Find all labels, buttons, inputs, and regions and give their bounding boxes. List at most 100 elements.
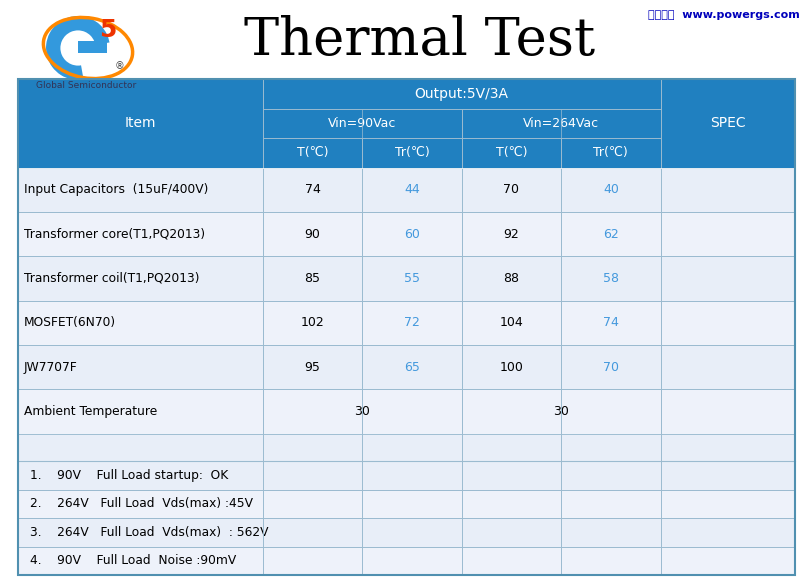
Text: 62: 62 — [603, 227, 618, 241]
Bar — [461, 138, 560, 168]
Text: T(℃): T(℃) — [296, 146, 328, 159]
Bar — [461, 301, 560, 345]
Bar — [362, 212, 461, 257]
Bar — [18, 518, 794, 546]
Bar — [660, 301, 794, 345]
Bar — [660, 79, 794, 168]
Bar — [18, 461, 794, 490]
Bar — [263, 138, 362, 168]
Bar — [18, 518, 794, 546]
Text: 1.    90V    Full Load startup:  OK: 1. 90V Full Load startup: OK — [30, 469, 228, 482]
Bar — [263, 345, 362, 389]
Text: Input Capacitors  (15uF/400V): Input Capacitors (15uF/400V) — [24, 183, 208, 196]
Bar — [18, 546, 794, 575]
Bar — [263, 345, 362, 389]
Text: Tr(℃): Tr(℃) — [593, 146, 628, 159]
Bar — [461, 389, 660, 434]
Bar — [560, 301, 660, 345]
Bar — [560, 138, 660, 168]
Text: 92: 92 — [503, 227, 518, 241]
Bar — [461, 168, 560, 212]
Bar — [263, 389, 461, 434]
Text: 4.    90V    Full Load  Noise :90mV: 4. 90V Full Load Noise :90mV — [30, 554, 236, 567]
Bar — [18, 257, 263, 301]
Bar — [18, 257, 263, 301]
Bar — [18, 212, 263, 257]
Text: 70: 70 — [503, 183, 519, 196]
Text: JW7707F: JW7707F — [24, 361, 78, 374]
Text: 88: 88 — [503, 272, 519, 285]
Text: Vin=264Vac: Vin=264Vac — [522, 117, 599, 130]
Bar — [560, 168, 660, 212]
Text: Tr(℃): Tr(℃) — [394, 146, 429, 159]
Text: 40: 40 — [603, 183, 618, 196]
Bar — [660, 257, 794, 301]
Bar — [660, 389, 794, 434]
Text: Output:5V/3A: Output:5V/3A — [414, 87, 508, 101]
Bar — [263, 257, 362, 301]
Bar — [78, 41, 107, 53]
Bar — [461, 108, 660, 138]
Bar — [263, 108, 461, 138]
Bar — [461, 212, 560, 257]
Bar — [263, 168, 362, 212]
Bar — [18, 461, 794, 490]
Bar — [461, 138, 560, 168]
Bar — [263, 212, 362, 257]
Text: 30: 30 — [354, 405, 370, 418]
Bar — [18, 301, 263, 345]
Bar — [18, 79, 263, 168]
Bar — [362, 257, 461, 301]
Bar — [18, 434, 794, 461]
Text: 2.    264V   Full Load  Vds(max) :45V: 2. 264V Full Load Vds(max) :45V — [30, 497, 253, 510]
Bar — [263, 301, 362, 345]
Bar — [660, 212, 794, 257]
Bar — [560, 345, 660, 389]
Bar — [660, 168, 794, 212]
Bar — [362, 345, 461, 389]
Bar — [362, 257, 461, 301]
Bar — [362, 345, 461, 389]
Bar — [18, 79, 794, 575]
Text: 55: 55 — [403, 272, 419, 285]
Bar — [660, 389, 794, 434]
Bar — [263, 257, 362, 301]
Bar — [560, 168, 660, 212]
Text: 60: 60 — [404, 227, 419, 241]
Text: 72: 72 — [404, 317, 419, 329]
Bar — [263, 168, 362, 212]
Bar — [362, 301, 461, 345]
Bar — [560, 212, 660, 257]
Bar — [461, 345, 560, 389]
Bar — [461, 389, 660, 434]
Text: 44: 44 — [404, 183, 419, 196]
Text: 85: 85 — [304, 272, 320, 285]
Text: Transformer coil(T1,PQ2013): Transformer coil(T1,PQ2013) — [24, 272, 200, 285]
Bar — [18, 345, 263, 389]
Bar — [18, 168, 263, 212]
Bar — [263, 79, 660, 108]
Bar — [660, 79, 794, 168]
Text: 港晶电子  www.powergs.com: 港晶电子 www.powergs.com — [647, 10, 799, 20]
Text: 30: 30 — [552, 405, 569, 418]
Bar — [18, 490, 794, 518]
Bar — [461, 212, 560, 257]
Text: 70: 70 — [602, 361, 618, 374]
Bar — [18, 490, 794, 518]
Text: 58: 58 — [602, 272, 618, 285]
Text: 100: 100 — [499, 361, 522, 374]
Bar — [263, 212, 362, 257]
Text: Vin=90Vac: Vin=90Vac — [328, 117, 396, 130]
Bar — [660, 345, 794, 389]
Bar — [362, 138, 461, 168]
Bar — [18, 79, 263, 168]
Text: Item: Item — [124, 117, 156, 131]
Wedge shape — [78, 42, 111, 79]
Bar — [362, 212, 461, 257]
Bar — [660, 168, 794, 212]
Bar — [18, 434, 794, 461]
Bar — [18, 212, 263, 257]
Bar — [461, 301, 560, 345]
Text: 90: 90 — [304, 227, 320, 241]
Bar — [18, 389, 263, 434]
